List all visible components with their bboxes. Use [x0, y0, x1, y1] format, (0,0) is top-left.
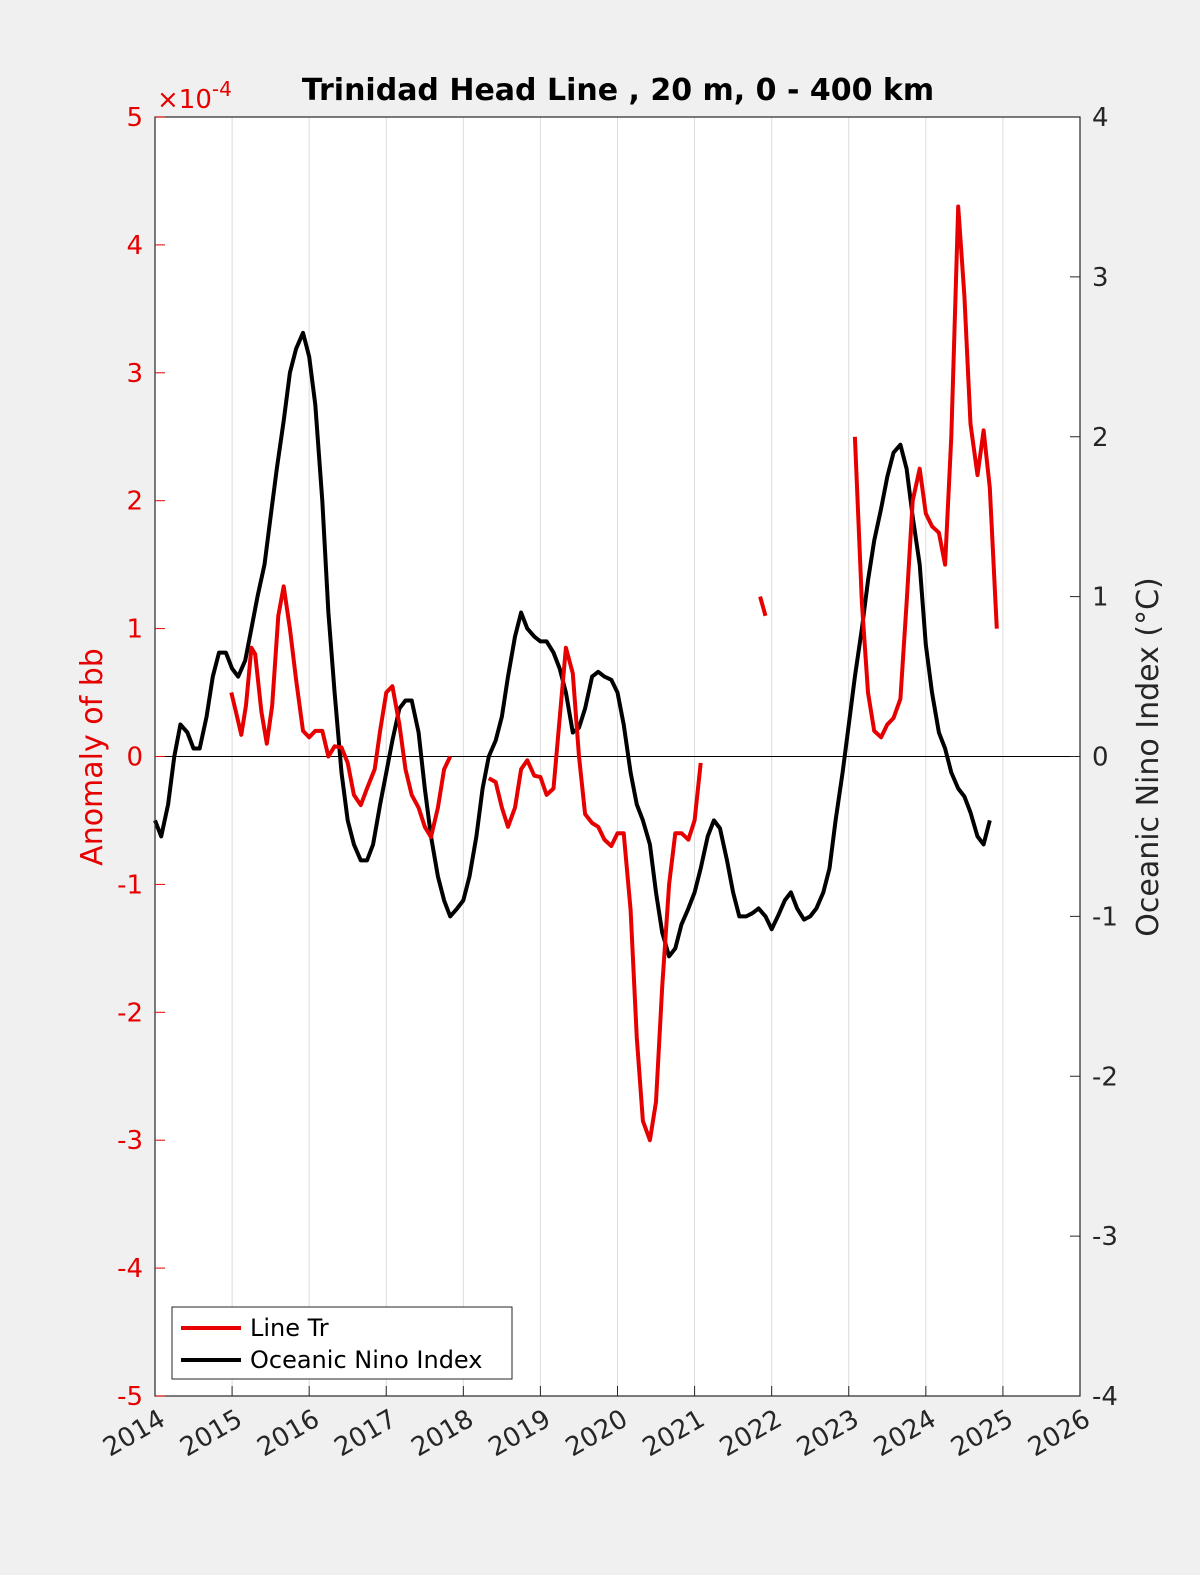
x-tick-label: 2022 — [715, 1404, 787, 1463]
chart-title: Trinidad Head Line , 20 m, 0 - 400 km — [302, 73, 934, 108]
right-tick-label: 2 — [1092, 423, 1109, 453]
right-tick-label: 0 — [1092, 743, 1109, 773]
right-axis: -4 -3 -2 -1 0 1 2 3 4 — [1070, 103, 1118, 1412]
line-tr-series-segment-3 — [852, 204, 999, 740]
x-tick-label: 2026 — [1023, 1404, 1095, 1463]
x-tick-label: 2024 — [869, 1404, 941, 1463]
x-tick-label: 2021 — [638, 1404, 710, 1463]
left-tick-label: 0 — [126, 743, 143, 773]
x-tick-label: 2017 — [329, 1404, 401, 1463]
right-tick-label: 1 — [1092, 583, 1109, 613]
x-axis: 2014 2015 2016 2017 2018 2019 2020 2021 2022 2023… — [98, 1386, 1096, 1463]
x-tick-label: 2015 — [175, 1404, 247, 1463]
left-tick-label: -1 — [117, 870, 143, 900]
legend-box — [171, 1306, 513, 1380]
left-tick-label: -5 — [117, 1382, 143, 1412]
right-tick-label: -3 — [1092, 1222, 1118, 1252]
right-tick-label: -4 — [1092, 1382, 1118, 1412]
left-axis: -5 -4 -3 -2 -1 0 1 2 3 4 5 — [117, 103, 165, 1412]
right-tick-label: -1 — [1092, 902, 1118, 932]
left-axis-label: Anomaly of bb — [75, 648, 110, 866]
right-tick-label: 3 — [1092, 263, 1109, 293]
oni-series-segment-0 — [153, 330, 992, 959]
x-tick-label: 2020 — [561, 1404, 633, 1463]
legend-label-oni: Oceanic Nino Index — [250, 1346, 482, 1374]
x-tick-label: 2019 — [484, 1404, 556, 1463]
x-tick-label: 2023 — [792, 1404, 864, 1463]
left-tick-label: -3 — [117, 1126, 143, 1156]
legend: Line Tr Oceanic Nino Index — [171, 1306, 513, 1380]
right-tick-label: 4 — [1092, 103, 1109, 133]
left-tick-label: 4 — [126, 231, 143, 261]
left-tick-label: 2 — [126, 487, 143, 517]
left-tick-label: 5 — [126, 103, 143, 133]
left-tick-label: 3 — [126, 359, 143, 389]
left-axis-exponent: ×10-4 — [157, 77, 232, 115]
series-layer — [153, 204, 999, 1143]
right-axis-label: Oceanic Nino Index (°C) — [1131, 577, 1166, 937]
left-tick-label: -2 — [117, 998, 143, 1028]
x-tick-label: 2025 — [946, 1404, 1018, 1463]
x-tick-label: 2016 — [252, 1404, 324, 1463]
left-axis-exponent-power: -4 — [212, 77, 232, 101]
right-tick-label: -2 — [1092, 1062, 1118, 1092]
x-tick-label: 2014 — [98, 1404, 170, 1463]
line-tr-series-segment-1 — [487, 645, 703, 1143]
x-tick-label: 2018 — [407, 1404, 479, 1463]
legend-label-line-tr: Line Tr — [250, 1314, 329, 1342]
line-tr-series-segment-0 — [229, 584, 453, 840]
left-tick-label: 1 — [126, 615, 143, 645]
left-tick-label: -4 — [117, 1254, 143, 1284]
line-tr-series-segment-2 — [758, 596, 768, 617]
left-axis-exponent-base: ×10 — [157, 85, 212, 115]
